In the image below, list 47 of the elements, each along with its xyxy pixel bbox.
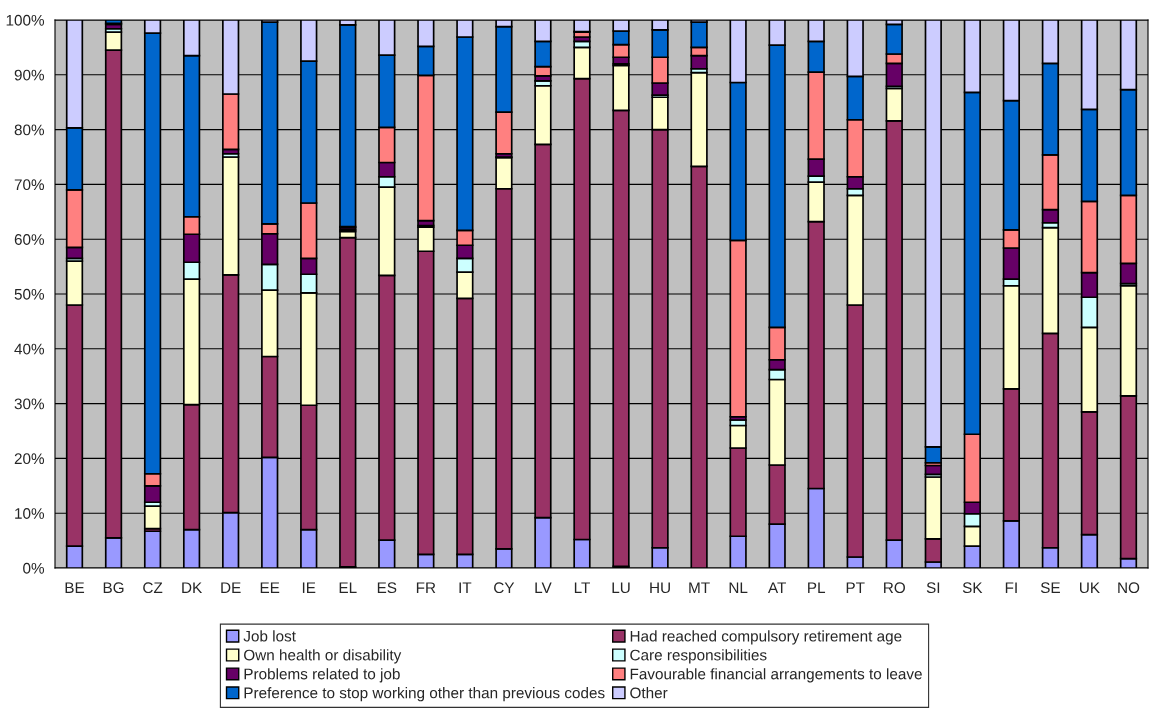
x-tick-label: NO — [1118, 582, 1140, 594]
x-tick-label: DE — [221, 582, 241, 593]
x-tick-label: CZ — [143, 582, 163, 594]
legend-label: Problems related to job — [244, 668, 400, 683]
x-tick-label: MT — [689, 582, 710, 593]
x-tick-label: IE — [302, 582, 316, 593]
legend-label: Care responsibilities — [630, 649, 767, 664]
x-tick-label: RO — [884, 582, 905, 594]
x-tick-label: FR — [416, 582, 436, 593]
x-tick-label: PL — [808, 582, 826, 593]
x-tick-label: DK — [182, 582, 203, 593]
x-tick-label: EL — [339, 582, 357, 593]
x-tick-label: AT — [767, 582, 787, 593]
x-tick-label: SE — [1040, 582, 1060, 594]
legend-label: Had reached compulsory retirement age — [630, 630, 902, 645]
x-tick-label: FI — [1005, 582, 1017, 593]
y-tick-label: 80% — [14, 124, 45, 136]
y-tick-label: 20% — [14, 453, 45, 465]
y-tick-label: 10% — [15, 508, 45, 519]
legend-label: Preference to stop working other than previous codes — [244, 687, 605, 702]
legend-label: Job lost — [243, 630, 296, 642]
x-tick-label: BG — [103, 582, 124, 594]
y-tick-label: 100% — [6, 14, 45, 26]
y-tick-label: 50% — [14, 288, 45, 300]
x-tick-label: EE — [260, 582, 280, 593]
x-tick-label: ES — [377, 582, 397, 594]
y-tick-label: 0% — [23, 562, 45, 574]
y-tick-label: 70% — [14, 179, 45, 191]
legend-label: Own health or disability — [244, 649, 402, 664]
y-tick-label: 30% — [14, 398, 45, 410]
x-tick-label: PT — [846, 582, 865, 593]
y-tick-label: 60% — [14, 234, 45, 245]
x-tick-label: LV — [535, 582, 552, 593]
x-tick-label: SI — [926, 582, 940, 594]
legend-label: Favourable financial arrangements to leave — [630, 668, 922, 683]
x-tick-label: UK — [1080, 582, 1100, 594]
x-tick-label: LT — [574, 582, 590, 593]
x-tick-label: NL — [729, 582, 748, 593]
legend-label: Other — [630, 687, 668, 699]
x-tick-label: IT — [459, 582, 472, 593]
x-tick-label: BE — [65, 582, 85, 593]
y-tick-label: 90% — [14, 69, 45, 81]
y-tick-label: 40% — [14, 343, 45, 355]
x-tick-label: HU — [650, 582, 670, 594]
x-tick-label: LU — [612, 582, 630, 594]
x-tick-label: CY — [494, 582, 515, 594]
x-tick-label: SK — [962, 582, 983, 594]
